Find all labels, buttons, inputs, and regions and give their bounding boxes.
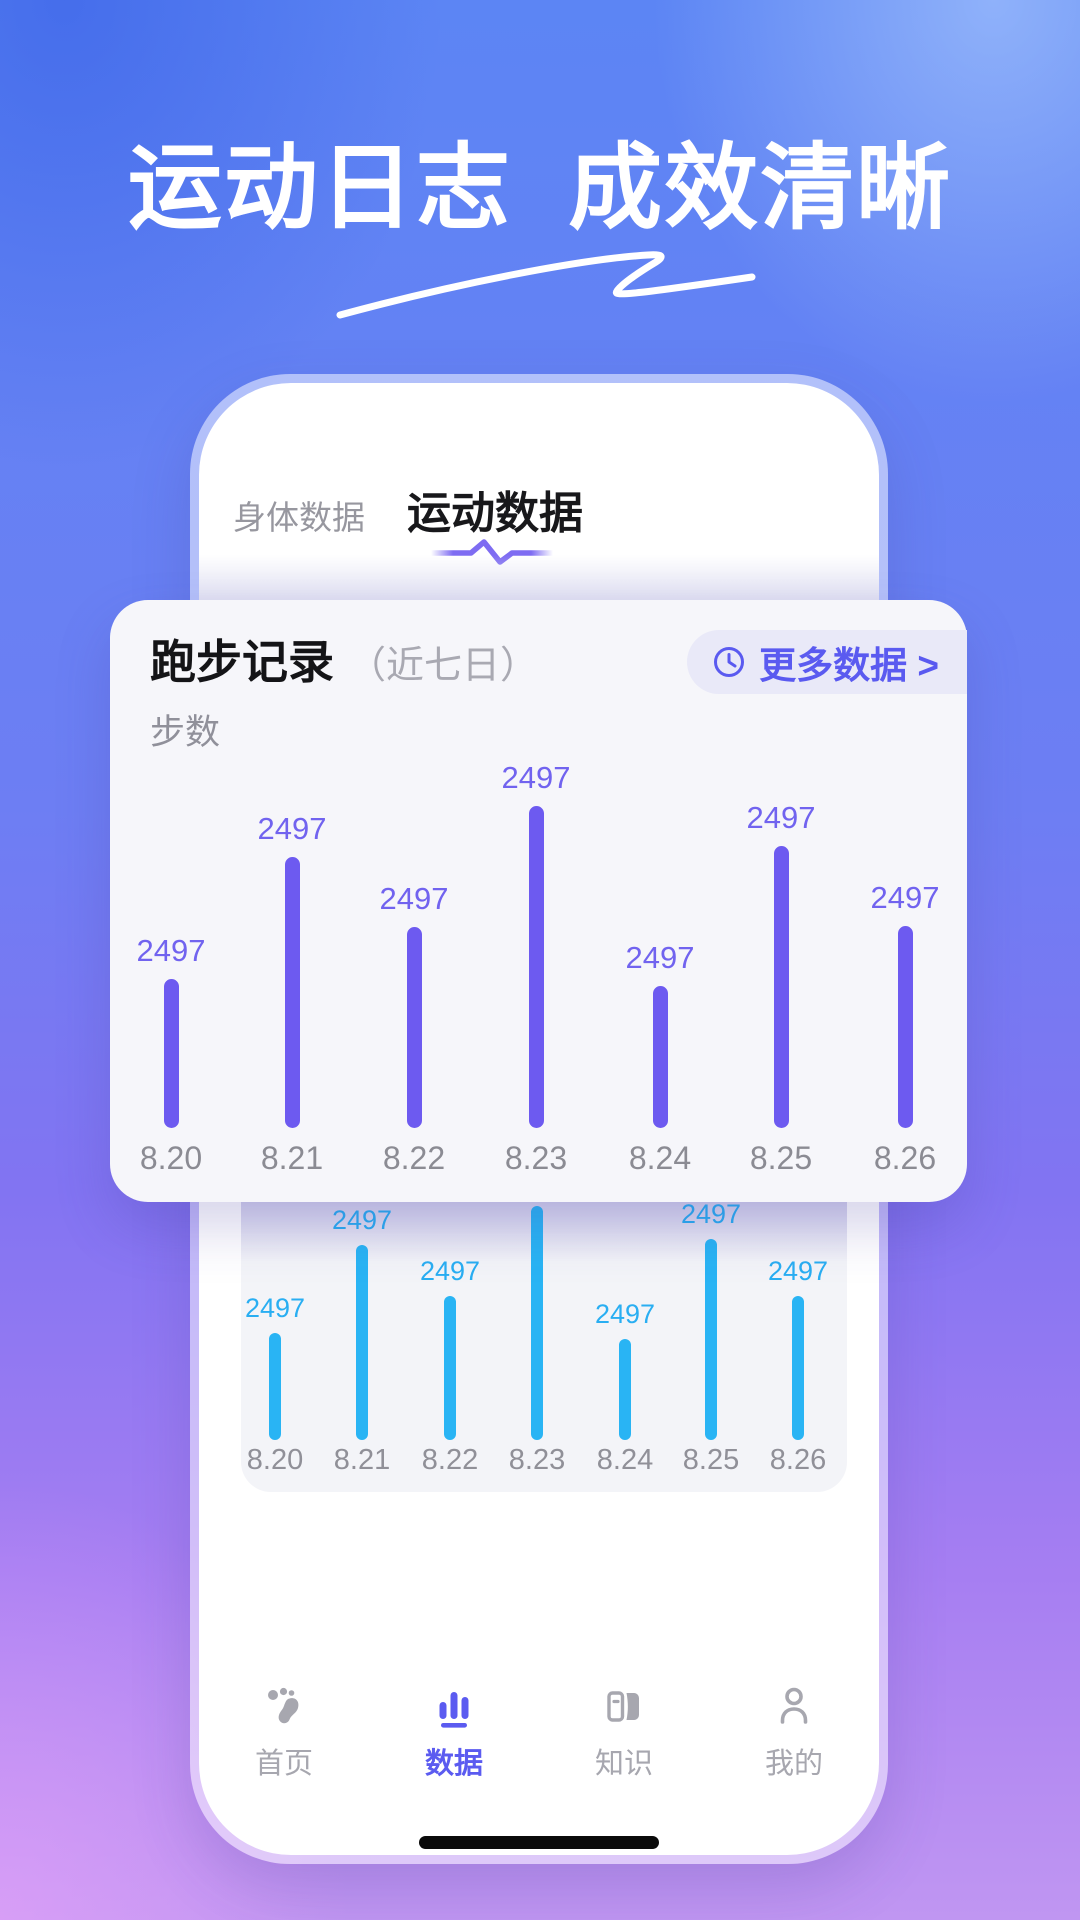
bar-date-label: 8.25 bbox=[749, 1140, 813, 1176]
bar-value-label: 2497 bbox=[257, 811, 327, 846]
screen-gradient-band bbox=[199, 555, 879, 600]
title-squiggle-decoration bbox=[336, 251, 756, 319]
nav-item-data[interactable]: 数据 bbox=[369, 1683, 539, 1803]
chart-bar bbox=[531, 1206, 543, 1440]
bar-date-label: 8.25 bbox=[682, 1444, 740, 1476]
nav-label: 知识 bbox=[594, 1748, 653, 1780]
nav-item-knowledge[interactable]: 知识 bbox=[539, 1683, 709, 1803]
bar-date-label: 8.24 bbox=[596, 1444, 654, 1476]
bar-date-label: 8.23 bbox=[508, 1444, 566, 1476]
card-title: 跑步记录 bbox=[150, 636, 334, 688]
book-icon bbox=[607, 1691, 639, 1722]
steps-chart: 2497 8.20 2497 8.21 2497 8.22 2497 8.23 2497 8.24… bbox=[110, 600, 967, 1202]
home-indicator[interactable] bbox=[419, 1836, 659, 1849]
bar-value-label: 2497 bbox=[379, 881, 449, 916]
chart-bar bbox=[652, 986, 668, 1128]
nav-label: 我的 bbox=[764, 1748, 823, 1780]
bar-date-label: 8.23 bbox=[504, 1140, 568, 1176]
nav-label: 数据 bbox=[424, 1748, 483, 1780]
more-data-button[interactable]: 更多数据 > bbox=[687, 630, 967, 694]
chart-bar bbox=[406, 927, 422, 1128]
bar-value-label: 2497 bbox=[680, 1199, 742, 1229]
chart-bar bbox=[163, 979, 179, 1128]
nav-item-home[interactable]: 首页 bbox=[199, 1683, 369, 1803]
chart-bar bbox=[528, 806, 544, 1128]
chart-bar bbox=[284, 857, 300, 1128]
bar-date-label: 8.22 bbox=[421, 1444, 479, 1476]
bar-value-label: 2497 bbox=[136, 933, 206, 968]
more-data-label: 更多数据 > bbox=[759, 645, 939, 686]
chart-bar bbox=[444, 1296, 456, 1440]
chart-bar bbox=[619, 1339, 631, 1440]
person-icon bbox=[780, 1687, 808, 1724]
bar-date-label: 8.24 bbox=[628, 1140, 692, 1176]
tab-body-data[interactable]: 身体数据 bbox=[233, 499, 365, 536]
footprint-icon bbox=[268, 1687, 299, 1724]
chart-bar bbox=[897, 926, 913, 1128]
nav-item-mine[interactable]: 我的 bbox=[709, 1683, 879, 1803]
bar-value-label: 2497 bbox=[501, 760, 571, 795]
page-title: 运动日志 成效清晰 bbox=[127, 135, 953, 240]
running-record-card: 跑步记录 （近七日） 更多数据 > 步数 2497 8.20 2497 8.21 249… bbox=[110, 600, 967, 1202]
bar-date-label: 8.20 bbox=[139, 1140, 203, 1176]
card-shadow-band bbox=[241, 1196, 847, 1262]
bar-date-label: 8.22 bbox=[382, 1140, 446, 1176]
bar-value-label: 2497 bbox=[419, 1256, 481, 1286]
chart-bar bbox=[792, 1296, 804, 1440]
bar-value-label: 2497 bbox=[746, 800, 816, 835]
active-tab-underline bbox=[428, 539, 556, 565]
bar-value-label: 2497 bbox=[594, 1299, 656, 1329]
chart-bar bbox=[356, 1245, 368, 1440]
bar-date-label: 8.21 bbox=[260, 1140, 324, 1176]
unit-label: 步数 bbox=[150, 713, 221, 752]
bar-value-label: 2497 bbox=[625, 940, 695, 975]
bar-date-label: 8.21 bbox=[333, 1444, 391, 1476]
bar-value-label: 2497 bbox=[767, 1256, 829, 1286]
chart-bar bbox=[269, 1333, 281, 1440]
chart-bar bbox=[705, 1239, 717, 1440]
bar-value-label: 2497 bbox=[870, 880, 940, 915]
nav-label: 首页 bbox=[254, 1748, 313, 1780]
card-subtitle: （近七日） bbox=[348, 645, 539, 687]
bar-date-label: 8.26 bbox=[873, 1140, 937, 1176]
chart-bar bbox=[773, 846, 789, 1128]
bottom-nav: 首页 数据 知识 bbox=[199, 1683, 879, 1803]
clock-icon bbox=[714, 647, 745, 677]
bar-value-label: 2497 bbox=[331, 1205, 393, 1235]
bar-value-label: 2497 bbox=[244, 1293, 306, 1323]
bar-chart-icon bbox=[439, 1692, 469, 1728]
bar-date-label: 8.20 bbox=[246, 1444, 304, 1476]
bar-date-label: 8.26 bbox=[769, 1444, 827, 1476]
tab-sport-data[interactable]: 运动数据 bbox=[407, 489, 583, 538]
